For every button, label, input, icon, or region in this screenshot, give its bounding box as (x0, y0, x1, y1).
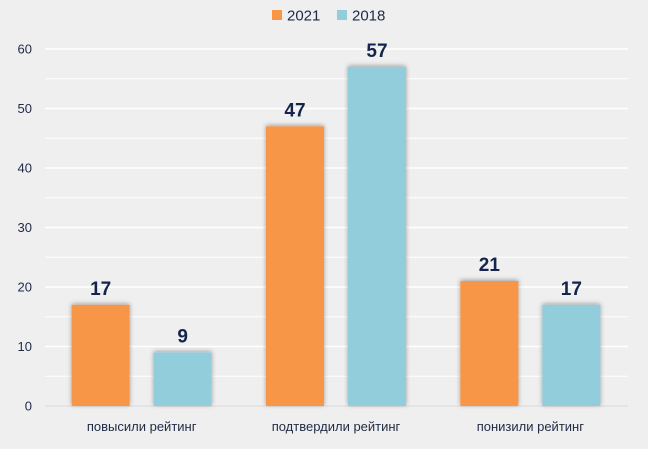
y-tick-label: 30 (18, 220, 32, 235)
y-axis: 0 10 20 30 40 50 60 (18, 42, 32, 414)
bar-2021 (266, 126, 324, 406)
y-tick-label: 10 (18, 339, 32, 354)
category-label: понизили рейтинг (477, 419, 585, 434)
y-tick-label: 50 (18, 101, 32, 116)
legend: 2021 2018 (272, 8, 385, 25)
bar-2021 (71, 304, 130, 406)
data-labels: 17 9 47 57 21 17 (90, 41, 582, 348)
legend-label: 2018 (352, 8, 385, 25)
legend-swatch-2021 (272, 10, 282, 20)
data-label: 17 (90, 279, 111, 300)
y-tick-label: 60 (18, 42, 32, 57)
bar-2018 (348, 66, 406, 406)
y-tick-label: 0 (25, 399, 32, 414)
x-axis: повысили рейтинг подтвердили рейтинг пониз… (87, 419, 584, 434)
gridlines (45, 48, 628, 407)
bar-2021 (460, 281, 519, 406)
data-label: 47 (284, 100, 305, 121)
bar-2018 (153, 352, 212, 406)
bar-2018 (542, 304, 601, 406)
category-label: повысили рейтинг (87, 419, 197, 434)
data-label: 17 (561, 279, 582, 300)
category-label: подтвердили рейтинг (272, 419, 401, 434)
legend-swatch-2018 (337, 10, 347, 20)
data-label: 9 (177, 326, 188, 347)
data-label: 57 (366, 41, 387, 62)
y-tick-label: 40 (18, 161, 32, 176)
bars (71, 66, 601, 406)
legend-label: 2021 (287, 8, 320, 25)
data-label: 21 (479, 255, 501, 276)
y-tick-label: 20 (18, 280, 32, 295)
